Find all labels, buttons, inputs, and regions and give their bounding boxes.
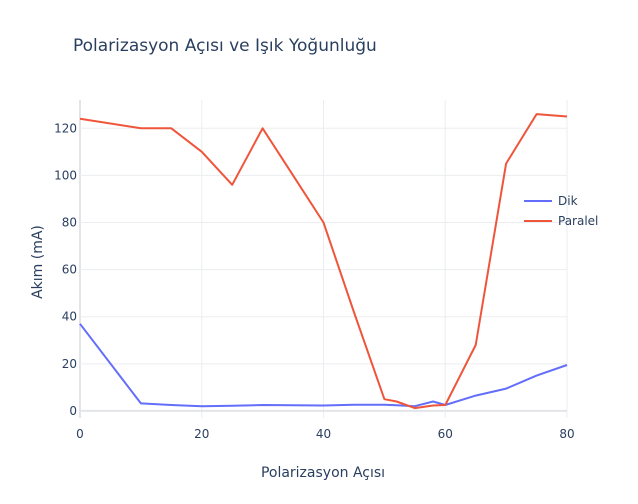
series-line-dik[interactable] xyxy=(79,323,568,408)
legend-label-paralel: Paralel xyxy=(558,214,598,228)
y-axis-title: Akım (mA) xyxy=(30,225,46,299)
tick-layer: 0 20 40 60 80 0 20 40 60 80 100 120 xyxy=(54,121,575,441)
x-axis-title: Polarizasyon Açısı xyxy=(261,465,385,481)
x-tick-label: 60 xyxy=(438,427,453,441)
x-tick-label: 20 xyxy=(194,427,209,441)
legend: Dik Paralel xyxy=(524,194,598,228)
legend-label-dik: Dik xyxy=(558,194,578,208)
series-line-paralel[interactable] xyxy=(79,113,568,410)
x-tick-label: 40 xyxy=(316,427,331,441)
y-tick-label: 120 xyxy=(54,121,77,135)
x-tick-label: 0 xyxy=(76,427,84,441)
y-tick-label: 100 xyxy=(54,168,77,182)
x-tick-label: 80 xyxy=(559,427,574,441)
y-tick-label: 80 xyxy=(62,215,77,229)
series-layer xyxy=(79,113,568,410)
y-tick-label: 40 xyxy=(62,310,77,324)
y-tick-label: 60 xyxy=(62,263,77,277)
y-tick-label: 20 xyxy=(62,357,77,371)
legend-item-paralel[interactable]: Paralel xyxy=(524,214,598,228)
y-tick-label: 0 xyxy=(69,404,77,418)
chart-title: Polarizasyon Açısı ve Işık Yoğunluğu xyxy=(73,36,377,56)
legend-item-dik[interactable]: Dik xyxy=(524,194,578,208)
